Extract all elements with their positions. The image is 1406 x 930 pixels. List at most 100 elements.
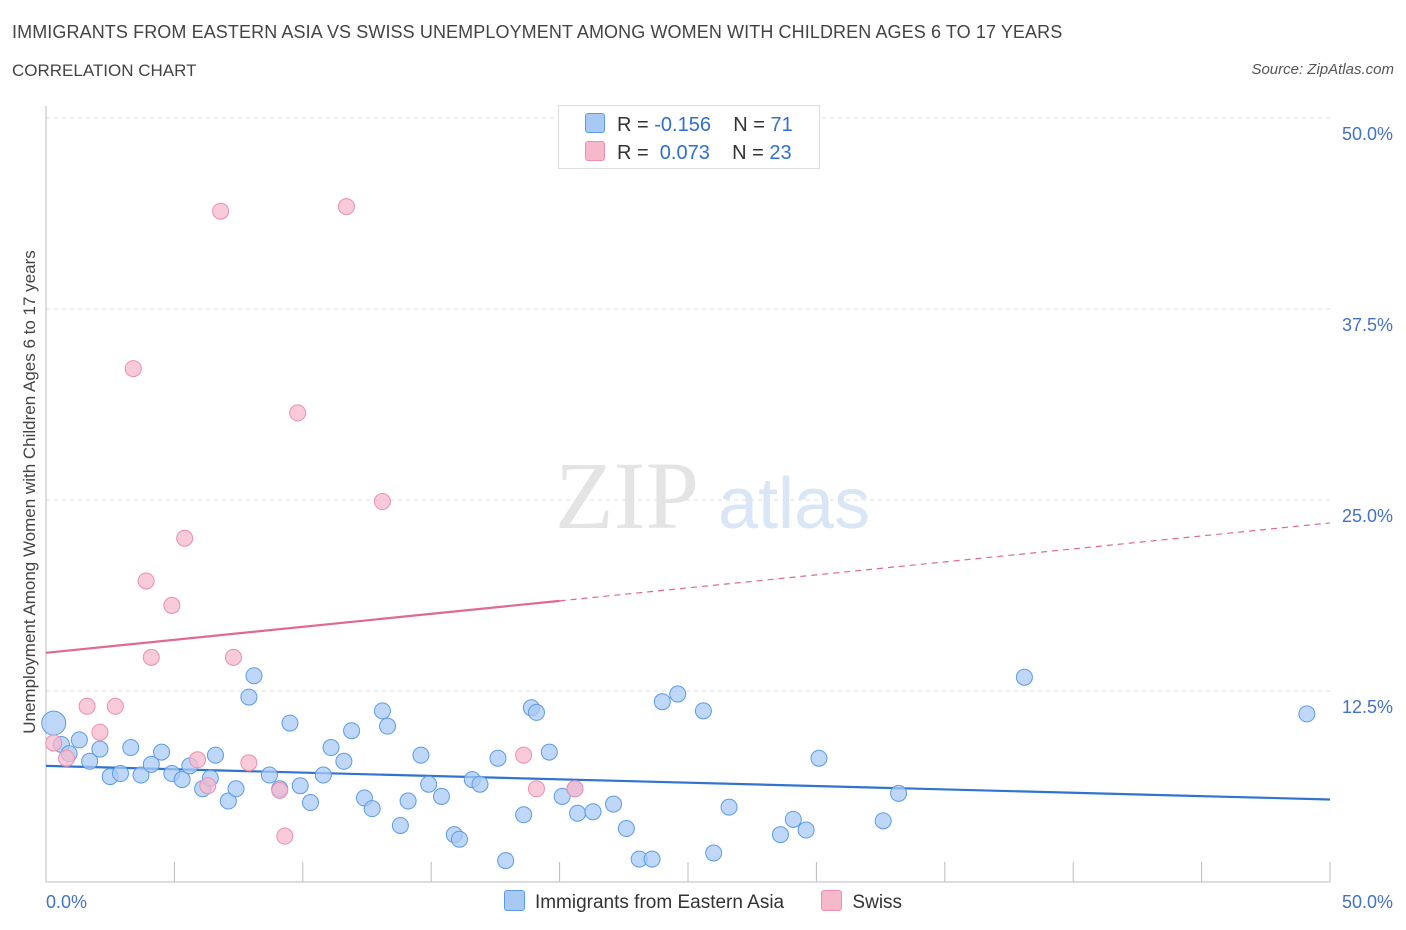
point-swiss xyxy=(276,827,294,845)
watermark-atlas: atlas xyxy=(718,464,870,544)
point-swiss xyxy=(142,648,160,666)
point-eastern-asia xyxy=(240,688,258,706)
trend-layer xyxy=(45,522,1331,801)
point-eastern-asia xyxy=(245,667,263,685)
chart-subtitle: CORRELATION CHART xyxy=(12,61,197,80)
point-eastern-asia xyxy=(450,830,468,848)
point-eastern-asia xyxy=(373,702,391,720)
legend-swatch-swiss xyxy=(585,141,605,161)
axis-layer: 12.5% 25.0% 37.5% 50.0% 0.0% 50.0% xyxy=(45,106,1393,912)
point-eastern-asia xyxy=(335,752,353,770)
point-eastern-asia xyxy=(669,685,687,703)
watermark: ZIP atlas xyxy=(555,442,870,549)
point-swiss xyxy=(337,198,355,216)
trend-line-swiss xyxy=(45,599,560,654)
point-eastern-asia xyxy=(569,804,587,822)
point-eastern-asia xyxy=(219,792,237,810)
point-swiss xyxy=(45,734,63,752)
legend-swatch-eastern-asia xyxy=(585,113,605,133)
legend-n-value: 23 xyxy=(769,142,792,164)
point-eastern-asia xyxy=(553,787,571,805)
point-swiss xyxy=(515,746,533,764)
y-tick-label: 37.5% xyxy=(1342,315,1393,335)
chart-title: IMMIGRANTS FROM EASTERN ASIA VS SWISS UN… xyxy=(12,22,1063,42)
point-eastern-asia xyxy=(694,702,712,720)
trend-line-eastern-asia xyxy=(45,764,1331,801)
point-eastern-asia xyxy=(420,775,438,793)
point-eastern-asia xyxy=(432,787,450,805)
point-eastern-asia xyxy=(412,746,430,764)
point-eastern-asia xyxy=(281,714,299,732)
x-tick-label: 50.0% xyxy=(1342,892,1393,912)
y-tick-label: 50.0% xyxy=(1342,124,1393,144)
point-eastern-asia xyxy=(391,816,409,834)
point-eastern-asia xyxy=(874,812,892,830)
point-swiss xyxy=(58,749,76,767)
legend-r-label: R = xyxy=(617,114,649,136)
point-eastern-asia xyxy=(705,844,723,862)
point-eastern-asia xyxy=(322,739,340,757)
point-eastern-asia xyxy=(41,710,67,736)
point-eastern-asia xyxy=(771,826,789,844)
point-swiss xyxy=(91,723,109,741)
stats-legend: R = -0.156 N = 71 R = 0.073 N = 23 xyxy=(558,105,820,169)
point-swiss xyxy=(163,596,181,614)
series-legend: Immigrants from Eastern Asia Swiss xyxy=(0,890,1406,914)
point-swiss xyxy=(527,780,545,798)
point-eastern-asia xyxy=(890,784,908,802)
point-eastern-asia xyxy=(653,693,671,711)
trend-line-swiss-extension xyxy=(559,522,1331,602)
legend-n-value: 71 xyxy=(770,114,793,136)
point-eastern-asia xyxy=(605,795,623,813)
series-legend-swiss: Swiss xyxy=(821,890,902,914)
point-eastern-asia xyxy=(515,806,533,824)
point-swiss xyxy=(176,529,194,547)
point-eastern-asia xyxy=(497,852,515,870)
point-swiss xyxy=(271,781,289,799)
point-swiss xyxy=(373,493,391,511)
point-eastern-asia xyxy=(343,722,361,740)
point-swiss xyxy=(240,754,258,772)
point-eastern-asia xyxy=(363,800,381,818)
point-swiss xyxy=(224,648,242,666)
legend-r-value: 0.073 xyxy=(654,142,710,164)
legend-n-label: N = xyxy=(732,142,764,164)
point-eastern-asia xyxy=(1298,705,1316,723)
point-eastern-asia xyxy=(142,755,160,773)
legend-r-value: -0.156 xyxy=(654,114,711,136)
point-eastern-asia xyxy=(617,820,635,838)
point-swiss xyxy=(566,780,584,798)
watermark-zip: ZIP xyxy=(555,442,699,549)
point-eastern-asia xyxy=(584,803,602,821)
point-eastern-asia xyxy=(291,777,309,795)
point-swiss xyxy=(289,404,307,422)
source-credit: Source: ZipAtlas.com xyxy=(1251,61,1394,78)
point-eastern-asia xyxy=(206,746,224,764)
point-eastern-asia xyxy=(122,739,140,757)
points-layer xyxy=(41,198,1316,870)
point-eastern-asia xyxy=(260,766,278,784)
point-eastern-asia xyxy=(643,850,661,868)
point-swiss xyxy=(137,572,155,590)
series-swatch-eastern-asia xyxy=(503,890,525,911)
point-eastern-asia xyxy=(111,765,129,783)
series-label: Immigrants from Eastern Asia xyxy=(534,892,785,913)
x-tick-label: 0.0% xyxy=(46,892,87,912)
series-swatch-swiss xyxy=(821,890,843,911)
legend-n-label: N = xyxy=(733,114,765,136)
point-eastern-asia xyxy=(527,703,545,721)
point-eastern-asia xyxy=(797,821,815,839)
point-eastern-asia xyxy=(471,775,489,793)
point-swiss xyxy=(189,751,207,769)
point-eastern-asia xyxy=(227,780,245,798)
series-legend-eastern-asia: Immigrants from Eastern Asia xyxy=(503,890,785,914)
point-swiss xyxy=(78,697,96,715)
point-eastern-asia xyxy=(132,766,150,784)
point-eastern-asia xyxy=(489,749,507,767)
point-eastern-asia xyxy=(810,749,828,767)
point-swiss xyxy=(124,360,142,378)
legend-row-eastern-asia: R = -0.156 N = 71 xyxy=(585,113,793,137)
legend-r-label: R = xyxy=(617,142,649,164)
series-label: Swiss xyxy=(852,892,903,913)
point-swiss xyxy=(199,777,217,795)
